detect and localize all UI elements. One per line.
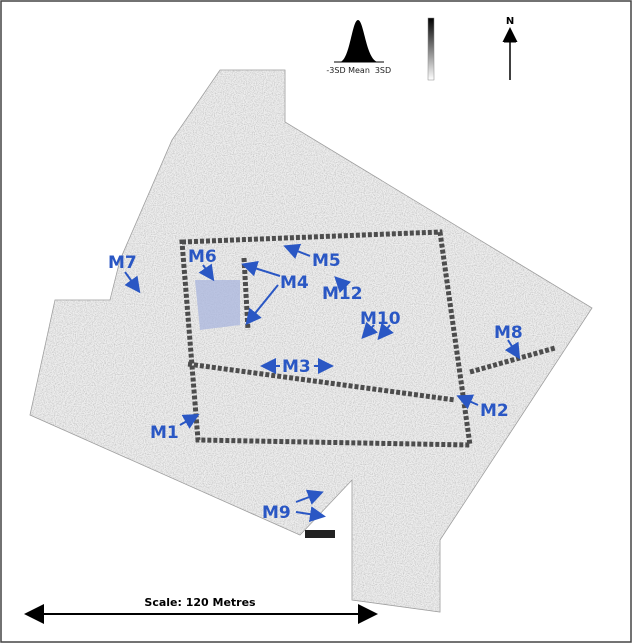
legend-low: -3SD bbox=[326, 66, 345, 75]
feature-label: M9 bbox=[262, 503, 291, 523]
north-label: N bbox=[506, 16, 514, 27]
legend-high: 3SD bbox=[375, 66, 391, 75]
feature-label: M10 bbox=[360, 309, 401, 329]
feature-label: M2 bbox=[480, 401, 509, 421]
feature-label: M8 bbox=[494, 323, 523, 343]
legend-mid: Mean bbox=[348, 66, 370, 75]
feature-label: M12 bbox=[322, 284, 363, 304]
feature-label: M7 bbox=[108, 253, 137, 273]
feature-label: M5 bbox=[312, 251, 341, 271]
feature-label: M6 bbox=[188, 247, 217, 267]
feature-label: M1 bbox=[150, 423, 179, 443]
feature-label: M3 bbox=[282, 357, 311, 377]
scale-label: Scale: 120 Metres bbox=[144, 596, 256, 609]
map: -3SD Mean 3SD N M7 M6 M5 M4 M12 M10 M8 M… bbox=[0, 0, 632, 643]
feature-label: M4 bbox=[280, 273, 309, 293]
